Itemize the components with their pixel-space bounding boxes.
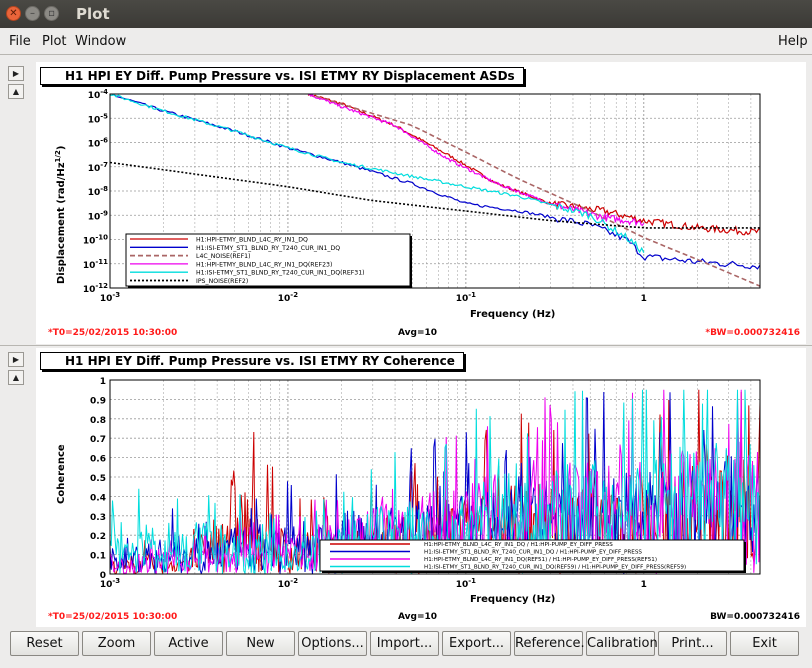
coh-y-tick-label: 0.4 xyxy=(90,493,106,503)
asd-y-tick-label: 10-11 xyxy=(83,258,108,271)
asd-y-tick-label: 10-6 xyxy=(88,137,108,150)
asd-y-tick-label: 10-4 xyxy=(88,88,108,101)
menu-window[interactable]: Window xyxy=(75,34,127,49)
asd-x-axis-label: Frequency (Hz) xyxy=(470,309,555,320)
asd-legend-entry: IPS_NOISE(REF2) xyxy=(196,278,248,285)
panel1-bw: *BW=0.000732416 xyxy=(705,328,800,338)
asd-legend-entry: L4C_NOISE(REF1) xyxy=(196,253,251,260)
asd-y-tick-label: 10-12 xyxy=(83,282,108,295)
asd-x-tick-label: 10-2 xyxy=(278,291,298,304)
new-button[interactable]: New xyxy=(226,631,295,656)
panel2-expand-right-icon[interactable]: ▶ xyxy=(8,352,24,367)
close-window-icon[interactable]: ✕ xyxy=(6,6,21,21)
panel2-bw: BW=0.000732416 xyxy=(710,612,800,622)
panel2-collapse-up-icon[interactable]: ▲ xyxy=(8,370,24,385)
asd-series-line xyxy=(308,94,645,227)
coh-y-tick-label: 0.5 xyxy=(90,474,106,484)
panel1-avg: Avg=10 xyxy=(398,328,438,338)
coh-x-tick-label: 10-2 xyxy=(278,577,298,590)
asd-x-tick-label: 10-3 xyxy=(100,291,120,304)
asd-series-line xyxy=(307,94,760,287)
asd-x-tick-label: 10-1 xyxy=(456,291,476,304)
coh-x-axis-label: Frequency (Hz) xyxy=(470,594,555,605)
options-button[interactable]: Options... xyxy=(298,631,367,656)
asd-plot-frame xyxy=(109,93,761,289)
asd-series-line xyxy=(110,94,645,254)
asd-y-tick-label: 10-10 xyxy=(83,234,108,247)
coh-y-tick-label: 0.3 xyxy=(90,513,106,523)
active-button[interactable]: Active xyxy=(154,631,223,656)
panel1-collapse-up-icon[interactable]: ▲ xyxy=(8,84,24,99)
coh-x-tick-label: 10-1 xyxy=(456,577,476,590)
coh-y-tick-label: 0.9 xyxy=(90,396,106,406)
menu-plot[interactable]: Plot xyxy=(42,34,67,49)
export-button[interactable]: Export... xyxy=(442,631,511,656)
panel2-avg: Avg=10 xyxy=(398,612,438,622)
coh-y-tick-label: 1 xyxy=(100,377,106,387)
coh-legend-entry: H1:ISI-ETMY_ST1_BLND_RY_T240_CUR_IN1_DQ(… xyxy=(424,565,686,571)
panel1-expand-right-icon[interactable]: ▶ xyxy=(8,66,24,81)
asd-legend-entry: H1:ISI-ETMY_ST1_BLND_RY_T240_CUR_IN1_DQ xyxy=(196,245,340,252)
panel2-title: H1 HPI EY Diff. Pump Pressure vs. ISI ET… xyxy=(40,352,464,370)
window-title: Plot xyxy=(76,5,110,23)
asd-legend-entry: H1:ISI-ETMY_ST1_BLND_RY_T240_CUR_IN1_DQ(… xyxy=(196,270,365,277)
coh-legend-entry: H1:HPI-ETMY_BLND_L4C_RY_IN1_DQ(REF51) / … xyxy=(424,557,657,563)
asd-series-line xyxy=(110,94,760,270)
coh-y-axis-label: Coherence xyxy=(56,444,67,504)
asd-y-tick-label: 10-7 xyxy=(88,161,108,174)
zoom-button[interactable]: Zoom xyxy=(82,631,151,656)
menu-divider xyxy=(0,54,812,55)
window-titlebar: ✕ – ▫ Plot xyxy=(0,0,812,28)
asd-legend-entry: H1:HPI-ETMY_BLND_L4C_RY_IN1_DQ(REF23) xyxy=(196,261,332,268)
print-button[interactable]: Print... xyxy=(658,631,727,656)
reset-button[interactable]: Reset xyxy=(10,631,79,656)
coh-x-tick-label: 10-3 xyxy=(100,577,120,590)
asd-y-axis-label: Displacement (rad/Hz1/2) xyxy=(54,146,67,284)
coh-plot-frame xyxy=(109,379,761,575)
asd-series-line xyxy=(110,161,760,229)
reference-button[interactable]: Reference... xyxy=(514,631,593,656)
asd-x-tick-label: 1 xyxy=(641,294,647,304)
panel-divider xyxy=(0,345,812,346)
panel2-plot-area[interactable]: 0 0.1 0.2 0.3 0.4 0.5 0.6 0.7 0.8 0.9 1 10-3 10-2 10-… xyxy=(36,348,806,627)
button-bar: Reset Zoom Active New Options... Import.… xyxy=(0,628,812,668)
asd-y-tick-label: 10-5 xyxy=(88,112,108,125)
coh-y-tick-label: 0.2 xyxy=(90,532,106,542)
coh-legend-entry: H1:HPI-ETMY_BLND_L4C_RY_IN1_DQ / H1:HPI-… xyxy=(424,542,613,548)
asd-chart: 10-3 10-2 10-1 110-1210-1110-1010-910-810-7… xyxy=(54,88,761,320)
calibration-button[interactable]: Calibration... xyxy=(586,631,670,656)
panel1-title: H1 HPI EY Diff. Pump Pressure vs. ISI ET… xyxy=(40,67,524,85)
asd-y-tick-label: 10-8 xyxy=(88,185,108,198)
asd-legend-box xyxy=(125,233,411,287)
panel1-t0: *T0=25/02/2015 10:30:00 xyxy=(48,328,178,338)
coh-y-tick-label: 0.8 xyxy=(90,416,106,426)
coherence-chart: 0 0.1 0.2 0.3 0.4 0.5 0.6 0.7 0.8 0.9 1 10-3 10-2 10-… xyxy=(56,377,761,605)
asd-legend-entry: H1:HPI-ETMY_BLND_L4C_RY_IN1_DQ xyxy=(196,237,308,244)
asd-series-group xyxy=(110,94,760,287)
menu-help[interactable]: Help xyxy=(778,34,808,49)
import-button[interactable]: Import... xyxy=(370,631,439,656)
coh-x-tick-label: 1 xyxy=(641,580,647,590)
coh-y-tick-label: 0.7 xyxy=(90,435,106,445)
coh-legend-entry: H1:ISI-ETMY_ST1_BLND_RY_T240_CUR_IN1_DQ … xyxy=(424,550,642,556)
menu-bar: File Plot Window Help xyxy=(0,28,812,54)
asd-y-tick-label: 10-9 xyxy=(88,209,108,222)
coh-y-tick-label: 0 xyxy=(100,571,106,581)
exit-button[interactable]: Exit xyxy=(730,631,799,656)
menu-file[interactable]: File xyxy=(9,34,31,49)
maximize-window-icon[interactable]: ▫ xyxy=(44,6,59,21)
panel2-t0: *T0=25/02/2015 10:30:00 xyxy=(48,612,178,622)
coh-y-tick-label: 0.1 xyxy=(90,552,106,562)
coh-y-tick-label: 0.6 xyxy=(90,455,106,465)
panel1-plot-area[interactable]: 10-3 10-2 10-1 1 10-12 10-11 10-10 10-9 10-8 10-7… xyxy=(36,62,806,344)
minimize-window-icon[interactable]: – xyxy=(25,6,40,21)
